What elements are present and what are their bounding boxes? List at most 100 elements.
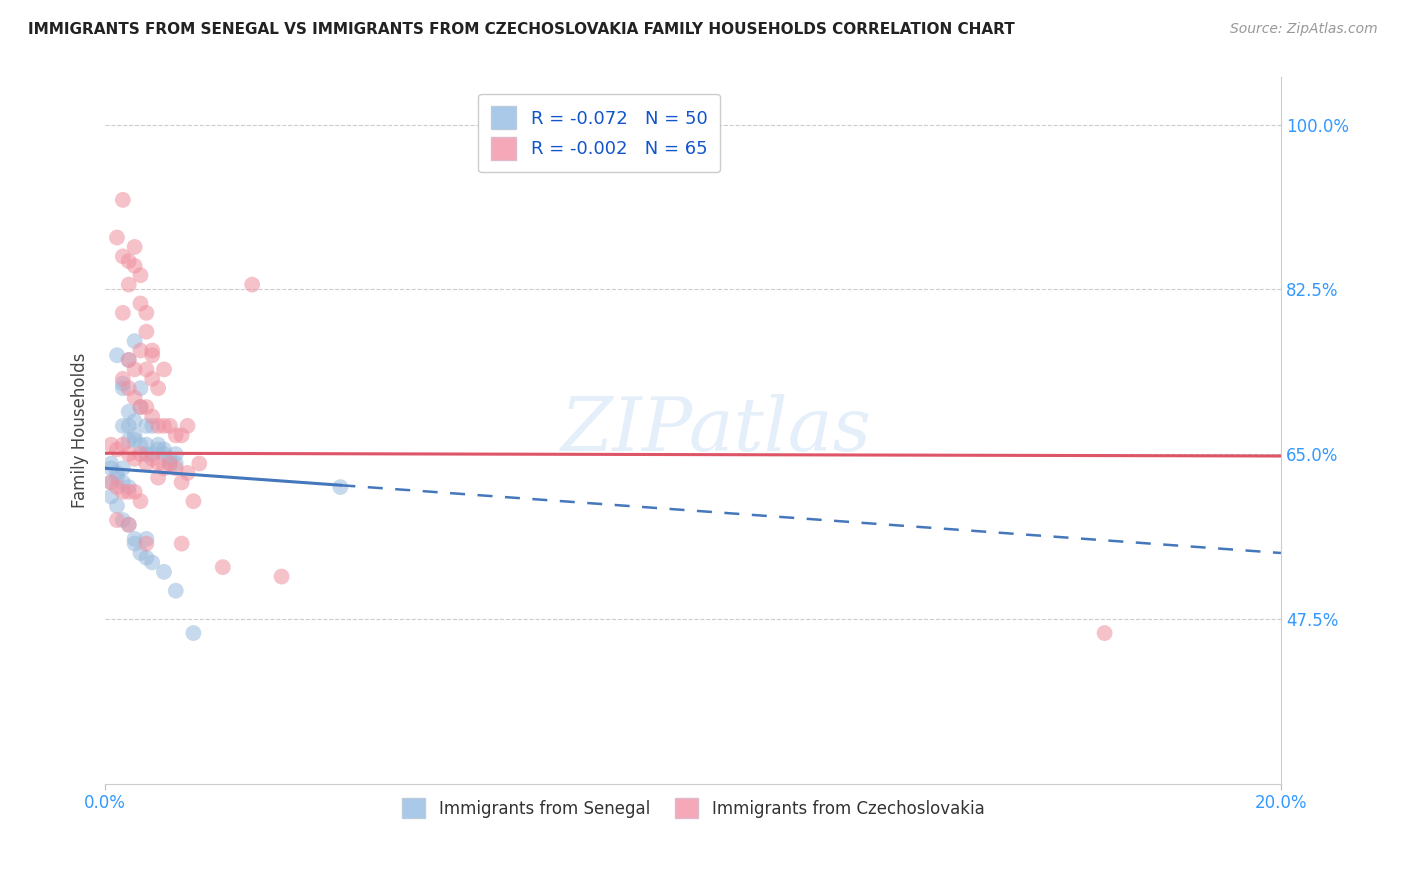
Point (124, 536, 146, 550)
Point (170, 475, 193, 490)
Point (118, 254, 141, 268)
Point (124, 259, 146, 273)
Point (141, 556, 163, 570)
Point (111, 418, 134, 433)
Point (165, 447, 187, 461)
Point (153, 418, 176, 433)
Point (135, 536, 157, 550)
Point (176, 418, 198, 433)
Point (118, 418, 141, 433)
Point (329, 480, 352, 494)
Point (124, 362, 146, 376)
Point (124, 414, 146, 428)
Point (141, 348, 163, 362)
Point (111, 438, 134, 452)
Point (100, 490, 122, 504)
Point (118, 480, 141, 494)
Legend: Immigrants from Senegal, Immigrants from Czechoslovakia: Immigrants from Senegal, Immigrants from… (395, 791, 991, 825)
Point (135, 362, 157, 376)
Point (105, 499, 128, 513)
Point (129, 343, 152, 358)
Point (135, 400, 157, 414)
Point (135, 532, 157, 546)
Point (165, 583, 187, 598)
Point (118, 381, 141, 395)
Point (165, 428, 187, 442)
Point (153, 447, 176, 461)
Point (141, 343, 163, 358)
Point (100, 475, 122, 490)
Point (141, 409, 163, 424)
Point (118, 353, 141, 368)
Point (159, 457, 181, 471)
Point (129, 546, 152, 560)
Point (129, 296, 152, 310)
Point (135, 438, 157, 452)
Point (146, 438, 169, 452)
Point (135, 457, 157, 471)
Point (183, 626, 205, 640)
Point (124, 428, 146, 442)
Point (105, 442, 128, 457)
Point (141, 447, 163, 461)
Point (129, 268, 152, 283)
Point (129, 494, 152, 508)
Point (118, 517, 141, 532)
Point (118, 447, 141, 461)
Point (240, 277, 263, 292)
Point (111, 249, 134, 263)
Point (159, 451, 181, 466)
Point (170, 428, 193, 442)
Point (270, 569, 292, 583)
Point (100, 457, 122, 471)
Point (111, 381, 134, 395)
Point (135, 550, 157, 565)
Point (118, 353, 141, 368)
Point (124, 240, 146, 254)
Point (135, 306, 157, 320)
Point (118, 405, 141, 419)
Text: IMMIGRANTS FROM SENEGAL VS IMMIGRANTS FROM CZECHOSLOVAKIA FAMILY HOUSEHOLDS CORR: IMMIGRANTS FROM SENEGAL VS IMMIGRANTS FR… (28, 22, 1015, 37)
Point (176, 466, 198, 480)
Point (211, 560, 233, 574)
Point (183, 494, 205, 508)
Point (100, 475, 122, 490)
Point (124, 532, 146, 546)
Text: Source: ZipAtlas.com: Source: ZipAtlas.com (1230, 22, 1378, 37)
Point (141, 372, 163, 386)
Point (100, 461, 122, 475)
Point (153, 362, 176, 376)
Point (111, 193, 134, 207)
Point (111, 461, 134, 475)
Point (146, 381, 169, 395)
Point (100, 438, 122, 452)
Point (129, 400, 152, 414)
Point (118, 484, 141, 499)
Point (135, 325, 157, 339)
Point (146, 418, 169, 433)
Point (118, 433, 141, 447)
Point (111, 306, 134, 320)
Point (129, 447, 152, 461)
Point (124, 451, 146, 466)
Point (146, 471, 169, 485)
Point (118, 277, 141, 292)
Point (111, 372, 134, 386)
Point (105, 471, 128, 485)
Point (129, 381, 152, 395)
Point (153, 442, 176, 457)
Point (153, 461, 176, 475)
Point (141, 451, 163, 466)
Point (105, 480, 128, 494)
Point (159, 418, 181, 433)
Point (118, 517, 141, 532)
Point (124, 391, 146, 405)
Text: ZIPatlas: ZIPatlas (561, 394, 872, 467)
Point (165, 461, 187, 475)
Point (105, 348, 128, 362)
Point (124, 433, 146, 447)
Point (124, 484, 146, 499)
Point (165, 457, 187, 471)
Point (170, 536, 193, 550)
Point (129, 438, 152, 452)
